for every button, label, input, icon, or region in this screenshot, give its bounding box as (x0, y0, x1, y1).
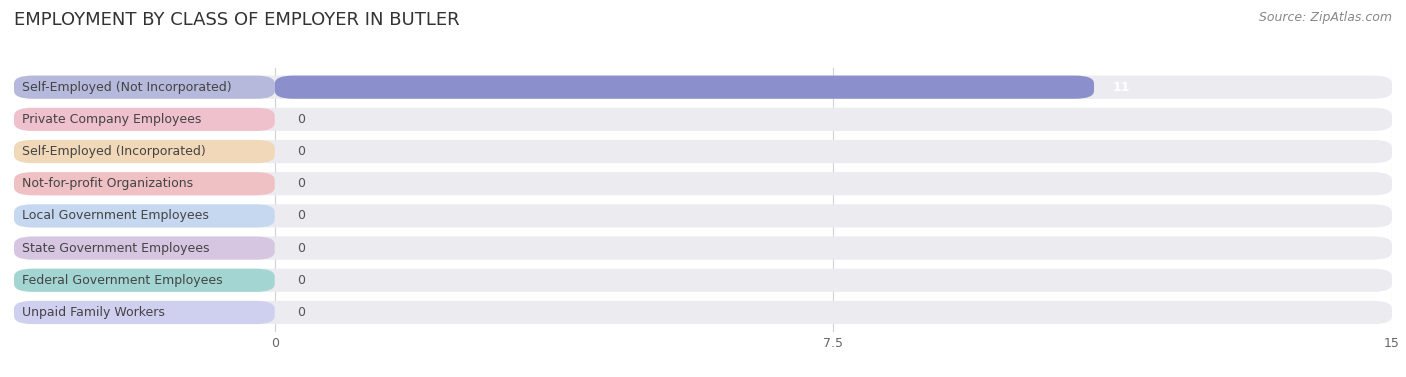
FancyBboxPatch shape (14, 172, 274, 195)
Text: Source: ZipAtlas.com: Source: ZipAtlas.com (1258, 11, 1392, 24)
FancyBboxPatch shape (14, 75, 274, 99)
Text: 0: 0 (297, 177, 305, 190)
Text: 0: 0 (297, 274, 305, 287)
FancyBboxPatch shape (14, 140, 1392, 163)
FancyBboxPatch shape (14, 108, 274, 131)
Text: 11: 11 (1112, 81, 1130, 93)
Text: 0: 0 (297, 113, 305, 126)
Text: Private Company Employees: Private Company Employees (21, 113, 201, 126)
FancyBboxPatch shape (14, 140, 274, 163)
FancyBboxPatch shape (14, 108, 1392, 131)
Text: 0: 0 (297, 145, 305, 158)
Text: Federal Government Employees: Federal Government Employees (21, 274, 222, 287)
FancyBboxPatch shape (14, 75, 1392, 99)
FancyBboxPatch shape (14, 204, 1392, 227)
FancyBboxPatch shape (274, 75, 1094, 99)
FancyBboxPatch shape (14, 236, 274, 260)
Text: Self-Employed (Not Incorporated): Self-Employed (Not Incorporated) (21, 81, 231, 93)
Text: 0: 0 (297, 242, 305, 254)
Text: Not-for-profit Organizations: Not-for-profit Organizations (21, 177, 193, 190)
FancyBboxPatch shape (14, 301, 1392, 324)
FancyBboxPatch shape (14, 269, 274, 292)
FancyBboxPatch shape (14, 236, 1392, 260)
FancyBboxPatch shape (14, 172, 1392, 195)
FancyBboxPatch shape (14, 204, 274, 227)
FancyBboxPatch shape (14, 269, 1392, 292)
Text: Local Government Employees: Local Government Employees (21, 209, 208, 222)
FancyBboxPatch shape (14, 301, 274, 324)
Text: 0: 0 (297, 209, 305, 222)
Text: Unpaid Family Workers: Unpaid Family Workers (21, 306, 165, 319)
Text: Self-Employed (Incorporated): Self-Employed (Incorporated) (21, 145, 205, 158)
Text: EMPLOYMENT BY CLASS OF EMPLOYER IN BUTLER: EMPLOYMENT BY CLASS OF EMPLOYER IN BUTLE… (14, 11, 460, 29)
Text: State Government Employees: State Government Employees (21, 242, 209, 254)
Text: 0: 0 (297, 306, 305, 319)
